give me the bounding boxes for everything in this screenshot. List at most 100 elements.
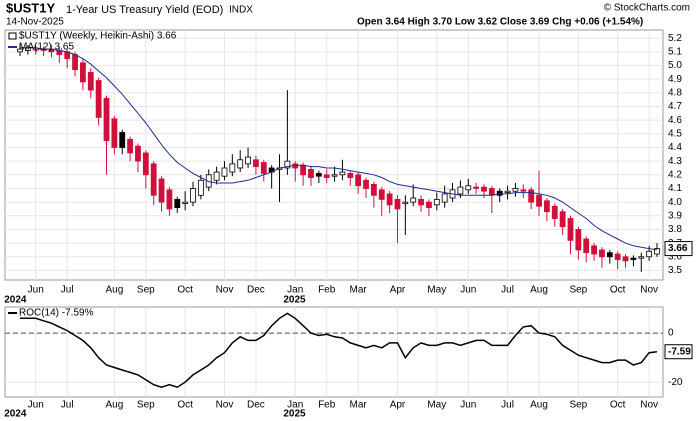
candle-body xyxy=(599,249,605,258)
y-tick-label: 5.0 xyxy=(668,60,682,71)
candle-body xyxy=(315,173,322,177)
x-tick-label: Aug xyxy=(105,285,123,296)
x-tick-label: Mar xyxy=(350,400,368,411)
y-tick-label: 4.1 xyxy=(668,183,682,194)
candle-body xyxy=(394,198,401,210)
series-line xyxy=(20,312,658,389)
x-tick-label: Oct xyxy=(177,285,193,296)
candle-body xyxy=(583,238,590,254)
candle-body xyxy=(32,48,39,51)
y-tick-label: 4.4 xyxy=(668,142,682,153)
x-tick-label: Nov xyxy=(216,400,234,411)
candle-body xyxy=(630,257,637,260)
x-tick-label: Jul xyxy=(61,400,74,411)
last-value-box xyxy=(664,241,693,257)
y-tick-label: 0 xyxy=(668,328,674,339)
candle-body xyxy=(72,54,78,71)
candle-body xyxy=(591,245,597,255)
year-label: 2024 xyxy=(4,409,27,420)
candle-body xyxy=(426,201,432,208)
y-tick-label: 4.9 xyxy=(668,74,682,85)
year-label: 2025 xyxy=(283,409,306,420)
x-tick-label: Apr xyxy=(390,285,406,296)
candle-body xyxy=(150,163,157,196)
x-tick-label: Jan xyxy=(287,285,303,296)
year-label: 2025 xyxy=(283,295,306,306)
candle-body xyxy=(103,97,110,142)
x-tick-label: Oct xyxy=(610,285,626,296)
candle-body xyxy=(308,168,314,178)
candle-body xyxy=(441,193,448,203)
candle-body xyxy=(504,190,511,193)
candle-body xyxy=(433,198,440,206)
candle-body xyxy=(567,218,574,241)
x-tick-label: Jun xyxy=(460,400,476,411)
candle-body xyxy=(87,71,94,91)
candle-body xyxy=(119,132,126,148)
candle-body xyxy=(481,186,487,192)
roc-panel xyxy=(4,306,664,398)
candle-body xyxy=(245,156,251,165)
candle-body xyxy=(654,248,660,255)
candle-body xyxy=(378,189,385,200)
y-tick-label: 3.9 xyxy=(668,210,682,221)
y-tick-label: 3.6 xyxy=(668,251,682,262)
candle-body xyxy=(182,201,189,204)
candle-body xyxy=(127,138,133,154)
candle-body xyxy=(575,229,582,251)
candle-body xyxy=(473,186,480,189)
x-tick-label: Dec xyxy=(247,400,265,411)
candle-body xyxy=(111,118,118,148)
x-tick-label: May xyxy=(427,400,446,411)
y-tick-label: 3.5 xyxy=(668,265,682,276)
candle-body xyxy=(331,174,338,177)
x-tick-label: Aug xyxy=(105,400,123,411)
candle-body xyxy=(457,186,464,195)
candle-body xyxy=(142,152,149,176)
x-tick-label: Sep xyxy=(137,400,155,411)
x-tick-label: Nov xyxy=(640,285,658,296)
candle-body xyxy=(253,159,259,168)
y-tick-label: 5.2 xyxy=(668,33,682,44)
candle-body xyxy=(488,188,495,196)
candle-body xyxy=(606,252,613,258)
x-tick-label: Nov xyxy=(640,400,658,411)
candle-body xyxy=(347,173,354,178)
x-tick-label: May xyxy=(427,285,446,296)
candle-body xyxy=(174,198,181,208)
y-tick-label: -20 xyxy=(668,377,683,388)
candle-body xyxy=(190,188,196,203)
candle-body xyxy=(229,163,236,173)
candle-body xyxy=(197,179,204,196)
x-tick-label: Oct xyxy=(177,400,193,411)
candle-body xyxy=(80,62,86,83)
candle-body xyxy=(536,194,542,207)
x-tick-label: Apr xyxy=(390,400,406,411)
x-tick-label: Jun xyxy=(28,285,44,296)
x-tick-label: Jul xyxy=(501,285,514,296)
candle-body xyxy=(284,160,291,169)
candle-body xyxy=(520,189,527,192)
candle-body xyxy=(221,167,228,177)
y-tick-label: 4.8 xyxy=(668,87,682,98)
year-label: 2024 xyxy=(4,295,27,306)
legend-swatch xyxy=(8,32,17,40)
x-tick-label: Sep xyxy=(569,285,587,296)
candle-body xyxy=(158,178,165,203)
candle-body xyxy=(418,198,424,206)
x-tick-label: Sep xyxy=(569,400,587,411)
y-tick-label: 4.5 xyxy=(668,128,682,139)
quote: Open 3.64 High 3.70 Low 3.62 Close 3.69 … xyxy=(357,17,643,28)
candle-body xyxy=(300,164,307,176)
candle-body xyxy=(205,174,212,188)
x-tick-label: Aug xyxy=(530,400,548,411)
candle-body xyxy=(528,189,535,203)
candle-body xyxy=(410,197,417,203)
title: 1-Year US Treasury Yield (EOD) xyxy=(66,4,223,16)
candle-body xyxy=(260,162,267,174)
x-tick-label: Aug xyxy=(530,285,548,296)
y-tick-label: 3.8 xyxy=(668,224,682,235)
y-tick-label: 4.2 xyxy=(668,169,682,180)
candle-body xyxy=(402,201,409,204)
x-tick-label: Jul xyxy=(61,285,74,296)
